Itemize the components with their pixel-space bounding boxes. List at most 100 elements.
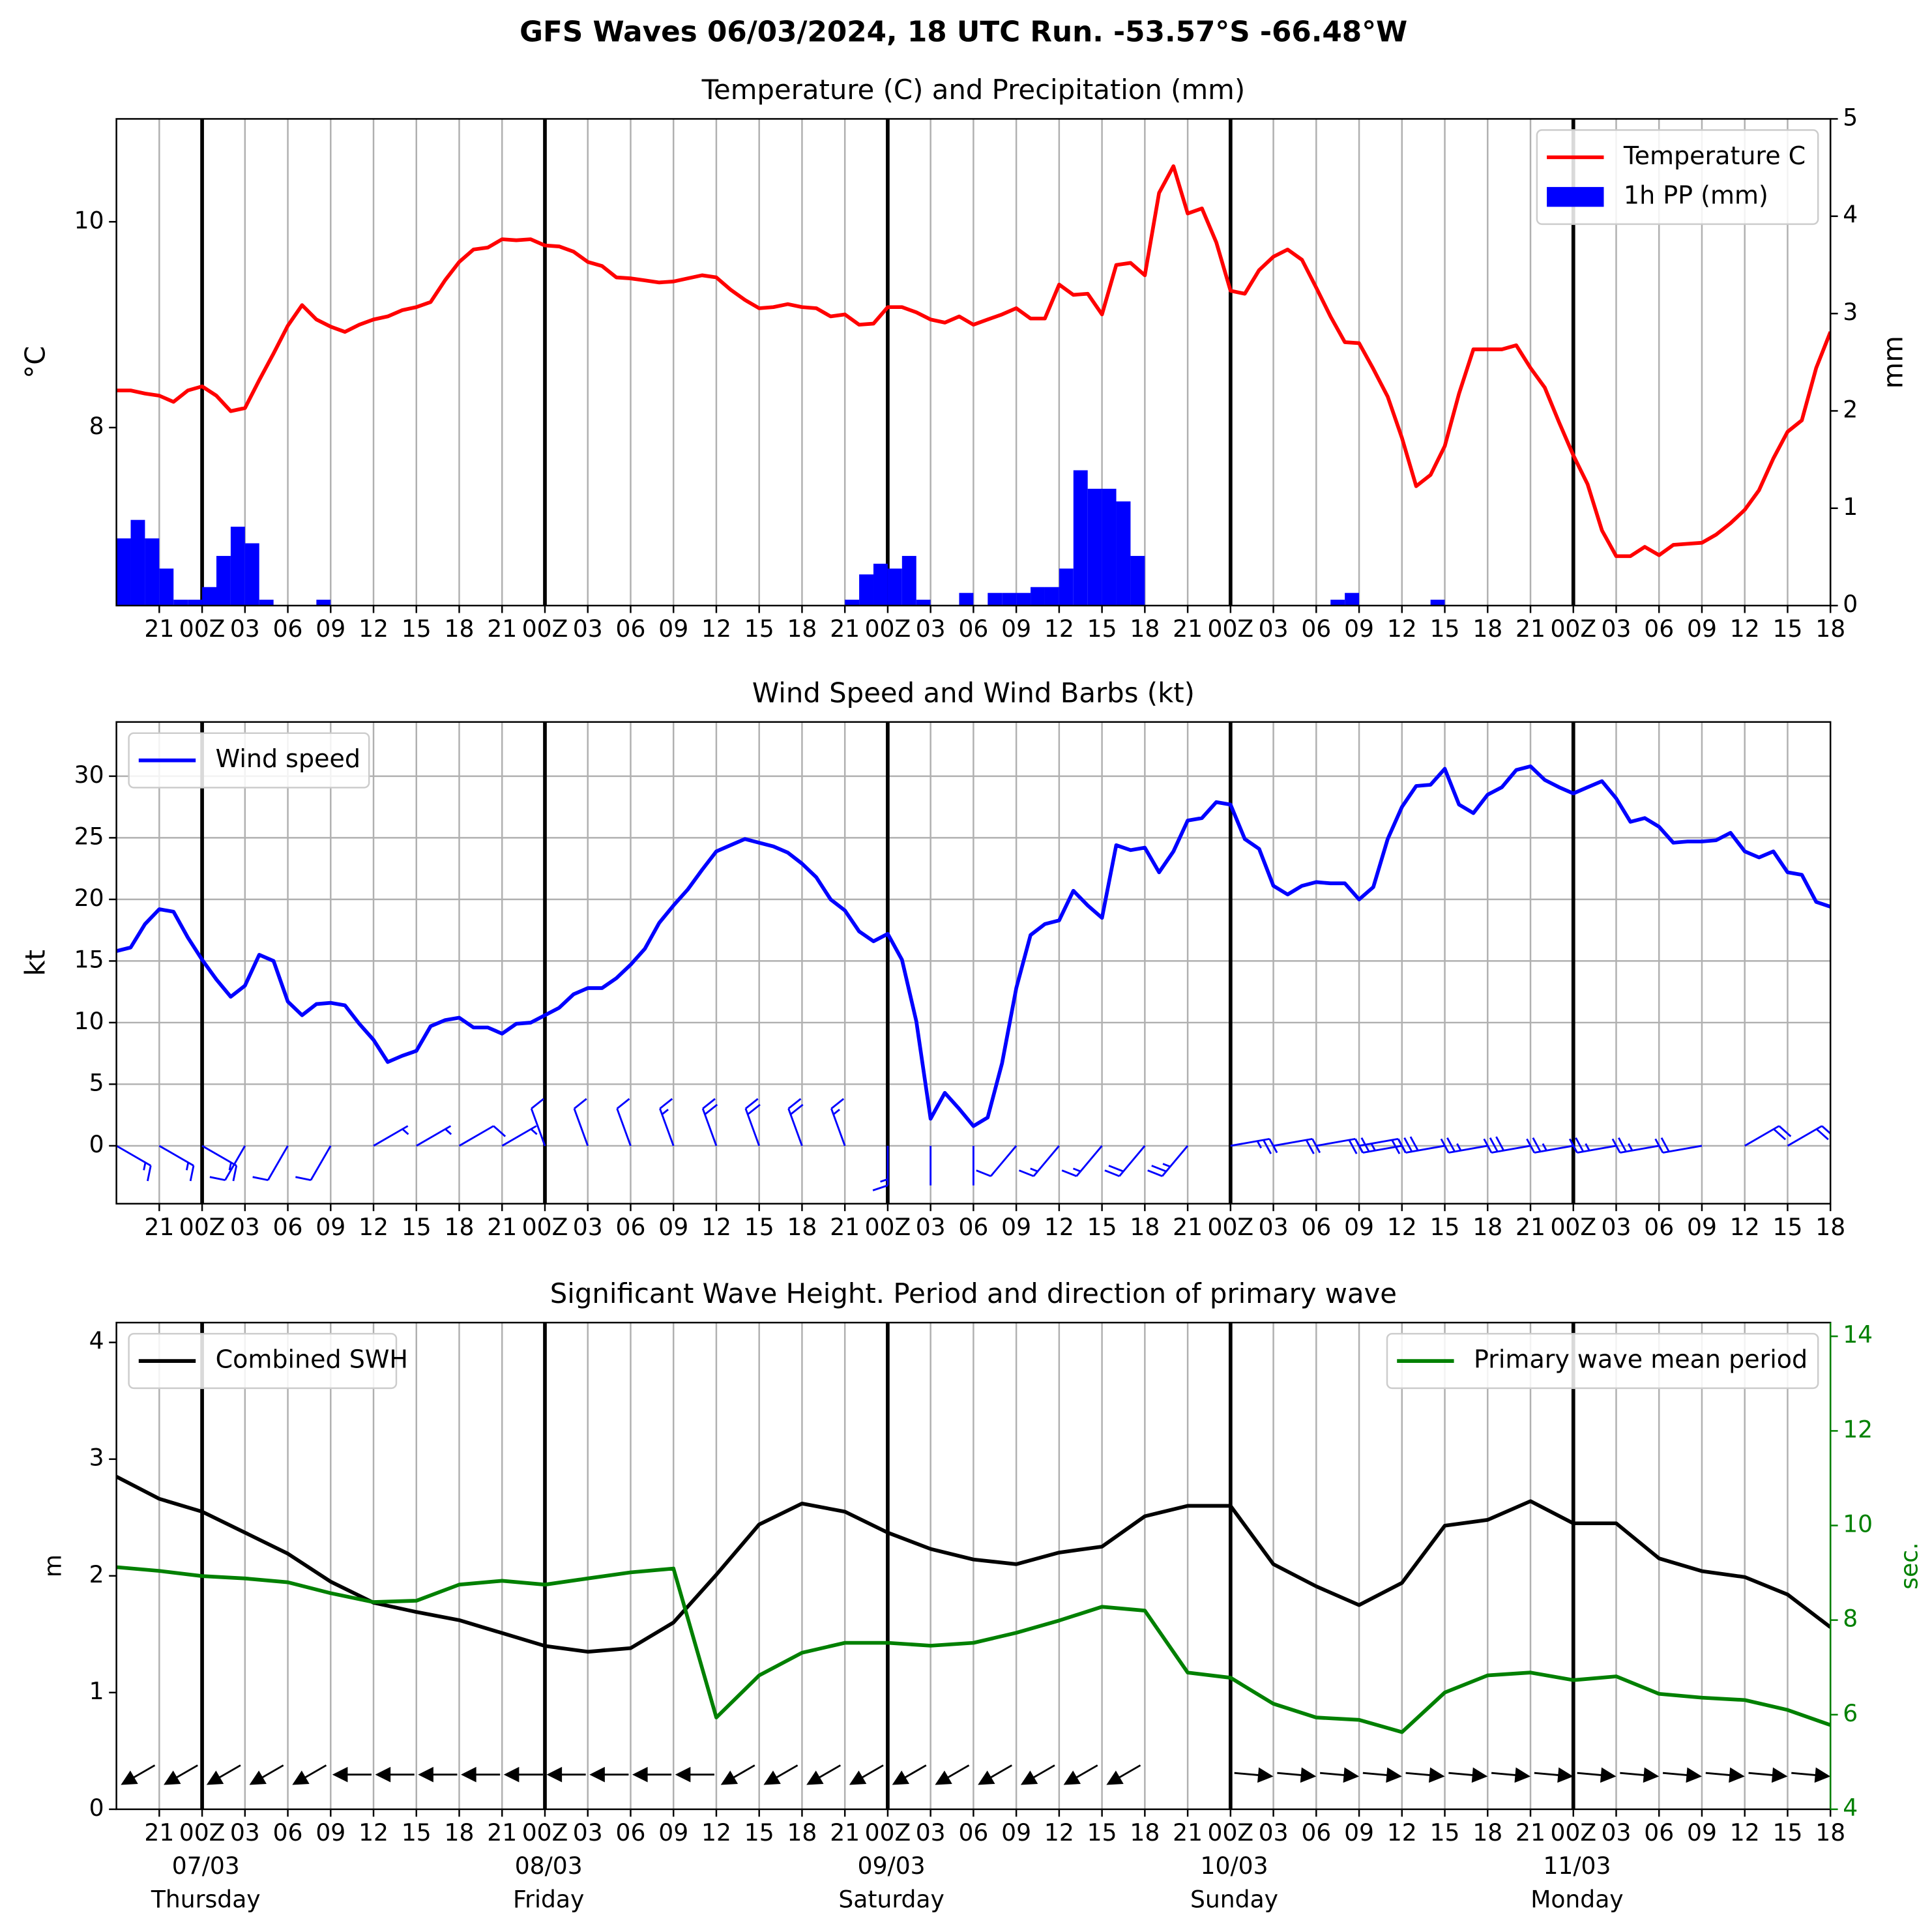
x-tick-label: 06: [616, 1819, 646, 1846]
x-tick-label: 00Z: [522, 1819, 568, 1846]
wave-arrow: [1705, 1767, 1745, 1783]
x-tick-label: 18: [1815, 1214, 1845, 1241]
x-tick-label: 00Z: [1208, 1214, 1254, 1241]
legend-swatch: [1547, 186, 1604, 207]
precip-bar: [1016, 592, 1031, 606]
x-tick-label: 09: [1344, 1214, 1374, 1241]
wave-arrow: [1662, 1767, 1702, 1783]
y-tick-label: 5: [89, 1069, 104, 1096]
wave-arrow: [1405, 1767, 1445, 1783]
y-tick-label: 3: [89, 1444, 104, 1472]
x-tick-label: 00Z: [179, 1819, 226, 1846]
wave-arrow: [461, 1766, 501, 1783]
x-tick-label: 21: [830, 615, 860, 643]
legend-box: [128, 732, 370, 789]
x-tick-label: 18: [1472, 615, 1502, 643]
x-tick-label: 21: [1515, 1819, 1545, 1846]
x-tick-label: 09: [1687, 1819, 1717, 1846]
y2-tick-label: 5: [1843, 104, 1858, 131]
y-tick-label: 2: [89, 1561, 104, 1588]
panel: [116, 722, 1831, 1204]
wave-arrow: [806, 1764, 842, 1785]
wave-arrow: [849, 1764, 884, 1785]
x-tick-label: 21: [1515, 1214, 1545, 1241]
panel-title: Temperature (C) and Precipitation (mm): [701, 74, 1246, 106]
x-tick-label: 06: [1644, 615, 1674, 643]
weekday-label: Monday: [1530, 1886, 1623, 1914]
precip-bar: [230, 527, 245, 606]
wind-barb: [573, 1098, 589, 1146]
x-tick-label: 18: [787, 615, 817, 643]
x-tick-label: 12: [701, 1819, 731, 1846]
y-tick-label: 15: [74, 946, 104, 973]
weekday-label: Saturday: [838, 1886, 944, 1914]
x-tick-label: 03: [916, 1819, 946, 1846]
x-tick-label: 06: [616, 1214, 646, 1241]
x-tick-label: 09: [1344, 615, 1374, 643]
y-tick-label: 4: [89, 1328, 104, 1355]
x-tick-label: 00Z: [865, 1214, 911, 1241]
precip-bar: [1430, 600, 1445, 606]
wind-barb: [1526, 1137, 1574, 1154]
x-tick-label: 18: [787, 1819, 817, 1846]
precip-bar: [188, 600, 203, 606]
series-line: [116, 164, 1831, 559]
wind-barb: [830, 1098, 846, 1146]
wave-arrow: [1491, 1767, 1531, 1783]
x-tick-label: 12: [1387, 1819, 1417, 1846]
wave-arrow: [892, 1764, 927, 1785]
x-tick-label: 03: [230, 1819, 260, 1846]
y-tick-label: 0: [89, 1131, 104, 1158]
x-tick-label: 03: [916, 615, 946, 643]
y-tick-label: 10: [74, 207, 104, 234]
wave-arrow: [164, 1764, 198, 1785]
x-tick-label: 03: [1602, 615, 1632, 643]
wind-barb: [201, 1145, 238, 1182]
x-tick-label: 00Z: [865, 615, 911, 643]
x-tick-label: 09: [1001, 1214, 1031, 1241]
wave-arrow: [589, 1766, 629, 1783]
x-tick-label: 09: [1687, 615, 1717, 643]
x-tick-label: 06: [273, 615, 303, 643]
wind-barb: [1483, 1136, 1531, 1154]
wave-arrow: [978, 1764, 1012, 1785]
x-tick-label: 12: [1044, 1819, 1074, 1846]
x-tick-label: 06: [1644, 1819, 1674, 1846]
precip-bar: [216, 555, 231, 606]
precip-bar: [988, 592, 1003, 606]
x-tick-label: 18: [1472, 1819, 1502, 1846]
wind-barb: [787, 1098, 804, 1146]
x-tick-label: 15: [744, 615, 774, 643]
x-tick-label: 06: [958, 615, 988, 643]
x-tick-label: 21: [830, 1214, 860, 1241]
x-tick-label: 03: [1259, 1214, 1289, 1241]
x-tick-label: 18: [1815, 615, 1845, 643]
y2-tick-label: 3: [1843, 299, 1858, 326]
x-tick-label: 03: [573, 615, 603, 643]
wave-arrow: [546, 1766, 586, 1783]
wind-barb: [1440, 1137, 1488, 1154]
precip-bar: [1102, 488, 1117, 606]
x-tick-label: 12: [1387, 615, 1417, 643]
precip-bar: [159, 568, 174, 606]
wind-barb: [1147, 1145, 1189, 1177]
precip-bar: [116, 538, 131, 606]
wave-arrow: [249, 1764, 284, 1785]
wind-barb: [1104, 1145, 1146, 1177]
wind-barb: [373, 1125, 409, 1147]
y-axis-label: °C: [20, 346, 51, 379]
wind-barb: [530, 1098, 546, 1146]
x-tick-label: 09: [658, 1819, 688, 1846]
y2-tick-label: 10: [1843, 1511, 1873, 1538]
precip-bar: [1130, 555, 1145, 606]
x-tick-label: 06: [273, 1214, 303, 1241]
x-tick-label: 15: [744, 1214, 774, 1241]
x-tick-label: 21: [487, 1214, 517, 1241]
x-tick-label: 15: [1430, 1819, 1460, 1846]
precip-bar: [916, 600, 931, 606]
series-line: [116, 1565, 1831, 1734]
date-label: 08/03: [515, 1852, 583, 1880]
x-tick-label: 18: [1130, 1214, 1160, 1241]
x-tick-label: 18: [787, 1214, 817, 1241]
